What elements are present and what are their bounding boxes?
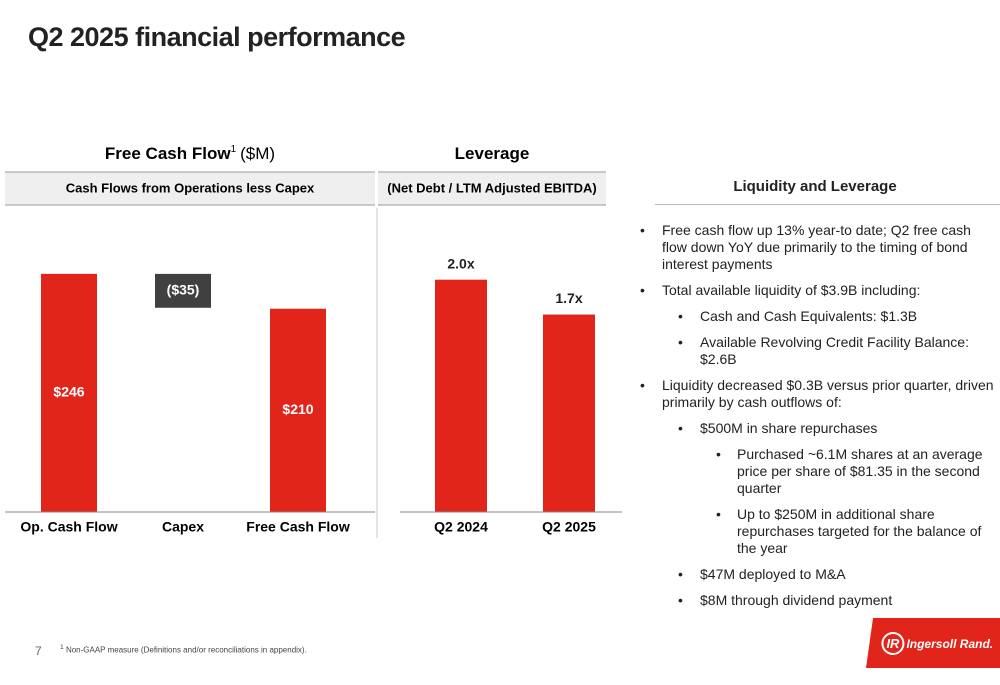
category-label: Free Cash Flow [246,519,350,535]
subtitle-band [378,172,606,205]
logo-text: Ingersoll Rand. [906,637,994,651]
bullet-item: • $47M deployed to M&A [630,566,995,583]
bullet-item: • $500M in share repurchases [630,420,995,437]
bullet-item: • Free cash flow up 13% year-to date; Q2 … [630,222,995,273]
bar [41,273,97,512]
category-label: Op. Cash Flow [20,519,117,535]
bullet-dot: • [678,566,683,582]
bullet-dot: • [678,420,683,436]
bullet-text: Total available liquidity of $3.9B inclu… [662,282,921,298]
bullet-item: • $8M through dividend payment [630,592,995,609]
footnote-mark: 1 [60,644,64,651]
chart-title: Free Cash Flow1 ($M) [105,144,275,164]
chart-title-sup: 1 [231,144,237,155]
footnote-text: Non-GAAP measure (Definitions and/or rec… [65,645,307,655]
bullet-dot: • [678,592,683,608]
chart-title: Leverage [455,144,530,163]
value-label: 1.7x [555,290,582,306]
charts: Free Cash Flow1 ($M)Cash Flows from Opera… [5,144,622,538]
bullet-dot: • [678,308,683,324]
value-label: $246 [53,384,84,400]
bullet-text: Cash and Cash Equivalents: $1.3B [700,308,918,324]
slide-title: Q2 2025 financial performance [28,22,406,52]
footnote: 1 Non-GAAP measure (Definitions and/or r… [60,644,307,655]
page-number: 7 [35,644,42,658]
panel-title: Liquidity and Leverage [733,178,897,195]
value-label: 2.0x [447,255,474,271]
bullet-text: $500M in share repurchases [700,420,878,436]
bar [155,273,211,308]
bullet-dot: • [716,446,721,462]
subtitle-band [5,172,375,205]
bullet-dot: • [640,377,645,393]
chart-title-unit: ($M) [240,144,275,163]
category-label: Q2 2024 [434,519,488,535]
logo: IR Ingersoll Rand. [866,618,1000,668]
logo-content: IR Ingersoll Rand. [881,632,993,655]
bar [435,279,487,512]
chart-title-text: Leverage [455,144,530,163]
bullet-item: • Liquidity decreased $0.3B versus prior … [630,377,995,411]
chart-subtitle: (Net Debt / LTM Adjusted EBITDA) [387,180,596,195]
bullet-item: • Total available liquidity of $3.9B incl… [630,282,995,299]
bullet-text: Purchased ~6.1M shares at an average pri… [737,446,983,496]
bar [543,314,595,512]
value-label: $210 [282,401,313,417]
bullet-dot: • [640,282,645,298]
category-label: Capex [162,519,204,535]
bullet-text: Free cash flow up 13% year-to date; Q2 f… [662,222,971,272]
value-label: ($35) [167,282,200,298]
bullet-dot: • [716,506,721,522]
bullet-text: $47M deployed to M&A [700,566,846,582]
bullet-dot: • [640,222,645,238]
logo-mark: IR [881,632,905,655]
bullet-list: • Free cash flow up 13% year-to date; Q2 … [630,222,995,618]
bullet-text: Up to $250M in additional share repurcha… [737,506,982,556]
bullet-item: • Purchased ~6.1M shares at an average pr… [630,446,995,497]
bullet-dot: • [678,334,683,350]
bar [270,308,326,512]
bullet-item: • Cash and Cash Equivalents: $1.3B [630,308,995,325]
bullet-text: Liquidity decreased $0.3B versus prior q… [662,377,994,410]
bullet-text: Available Revolving Credit Facility Bala… [700,334,969,367]
bullet-item: • Up to $250M in additional share repurch… [630,506,995,557]
bullet-item: • Available Revolving Credit Facility Bal… [630,334,995,368]
category-label: Q2 2025 [542,519,596,535]
chart-title-text: Free Cash Flow [105,144,231,163]
bullet-text: $8M through dividend payment [700,592,893,608]
chart-subtitle: Cash Flows from Operations less Capex [66,180,315,195]
divider [655,204,1000,205]
